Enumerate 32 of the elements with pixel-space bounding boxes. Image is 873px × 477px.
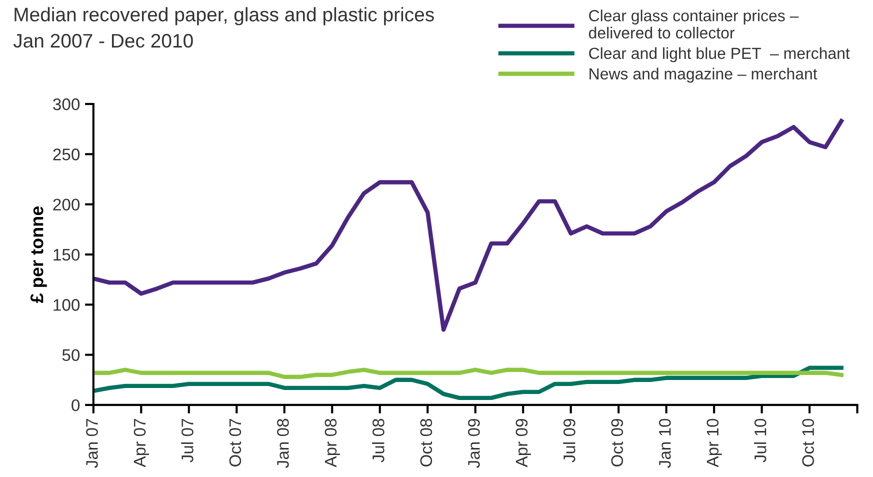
y-axis-title: £ per tonne	[30, 206, 47, 303]
x-tick-label: Apr 08	[324, 418, 340, 468]
legend-label: Clear glass container prices – delivered to collector	[588, 10, 799, 39]
y-tick-label: 50	[62, 349, 80, 362]
legend-label: Clear and light blue PET – merchant	[589, 47, 850, 62]
y-tick-label: 150	[54, 248, 80, 261]
x-tick-label: Jul 07	[181, 419, 194, 462]
y-tick-label: 0	[72, 399, 80, 412]
line-series	[93, 118, 844, 332]
x-tick-label: Apr 09	[516, 418, 531, 468]
x-tick-label: Oct 09	[611, 418, 624, 466]
x-tick-label: Jan 09	[468, 418, 480, 468]
x-tick-label: Oct 07	[229, 419, 242, 466]
line-series	[93, 368, 844, 379]
y-tick-label: 300	[53, 98, 80, 110]
y-tick-label: 100	[54, 299, 80, 311]
y-tick-label: 250	[53, 148, 80, 160]
x-tick-label: Jul 09	[563, 418, 576, 462]
line-series	[93, 366, 844, 400]
y-tick-label: 200	[53, 198, 80, 211]
x-tick-label: Oct 10	[802, 418, 814, 466]
x-tick-label: Jan 10	[658, 418, 671, 468]
x-tick-label: Apr 10	[706, 418, 722, 468]
x-tick-label: Jan 08	[277, 418, 289, 468]
x-tick-label: Jul 08	[372, 418, 384, 462]
x-tick-label: Jan 07	[86, 419, 98, 468]
x-tick-label: Jul 10	[754, 418, 766, 462]
x-tick-label: Apr 07	[134, 419, 149, 468]
legend-label: News and magazine – merchant	[590, 68, 818, 83]
chart-subtitle: Jan 2007 - Dec 2010	[13, 34, 193, 48]
x-tick-label: Oct 08	[420, 418, 432, 466]
chart-title: Median recovered paper, glass and plastic prices	[14, 7, 434, 26]
